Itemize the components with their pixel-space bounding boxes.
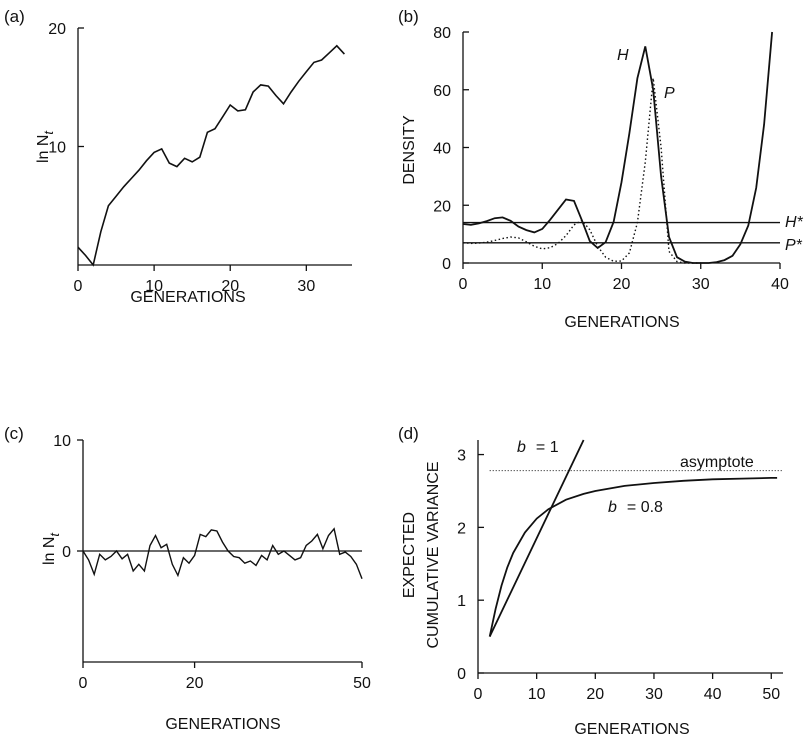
panel-c-xtick-label-2: 50 (353, 675, 371, 692)
panel-b-ytick-label-3: 60 (433, 83, 451, 100)
panel-d-ylabel-line2: CUMULATIVE VARIANCE (425, 462, 442, 649)
panel-c-xlabel: GENERATIONS (165, 716, 280, 733)
panel-a-axes (77, 28, 352, 266)
panel-b-series-H (462, 31, 773, 264)
panel-b-annotation-P: P (664, 85, 675, 102)
panel-b-ytick-label-0: 0 (442, 256, 451, 273)
panel-a-label: (a) (4, 7, 25, 26)
panel-d-label-asymptote: asymptote (680, 454, 754, 471)
panel-c-xtick-label-1: 20 (186, 675, 204, 692)
panel-c-ylabel: ln Nt (41, 532, 62, 565)
panel-b-ylabel: DENSITY (401, 115, 418, 185)
panel-b-xtick-label-1: 10 (533, 276, 551, 293)
panel-c-label: (c) (4, 424, 24, 443)
panel-a: (a) 0 10 20 30 10 20 GENERATIONS ln Nt (4, 7, 352, 306)
panel-d-xtick-label-5: 50 (762, 686, 780, 703)
panel-d-xtick-label-4: 40 (704, 686, 722, 703)
panel-d-ytick-label-2: 2 (457, 520, 466, 537)
panel-a-xlabel: GENERATIONS (130, 289, 245, 306)
panel-a-ytick-label-1: 20 (48, 21, 66, 38)
panel-a-ytick-label-0: 10 (48, 140, 66, 157)
panel-b-series-P (462, 78, 701, 264)
panel-c-series-line (82, 527, 363, 580)
panel-b-ytick-label-2: 40 (433, 141, 451, 158)
panel-b-annotation-H: H (617, 47, 629, 64)
panel-b-xtick-label-2: 20 (613, 276, 631, 293)
panel-c-ytick-label-1: 10 (53, 433, 71, 450)
panel-d-ylabel-line1: EXPECTED (401, 512, 418, 598)
panel-d-axes (477, 440, 783, 674)
panel-b-xtick-label-3: 30 (692, 276, 710, 293)
panel-b-xtick-label-0: 0 (459, 276, 468, 293)
panel-b-label: (b) (398, 7, 419, 26)
panel-b-axes (462, 32, 780, 264)
panel-b-ytick-label-1: 20 (433, 198, 451, 215)
panel-d-series-b1 (488, 439, 585, 637)
panel-d-label: (d) (398, 424, 419, 443)
panel-b-xlabel: GENERATIONS (564, 314, 679, 331)
panel-d-label-b08: b = 0.8 (608, 499, 663, 516)
panel-c-ytick-label-0: 0 (62, 544, 71, 561)
panel-a-xtick-label-0: 0 (74, 278, 83, 295)
panel-a-xtick-label-2: 20 (221, 278, 239, 295)
panel-b: (b) 0 10 20 30 40 0 20 40 60 80 GENERATIONS DENSI… (398, 7, 804, 331)
panel-a-series-line (77, 44, 345, 267)
panel-a-ylabel: ln Nt (35, 130, 56, 163)
panel-d-series-b08 (488, 477, 778, 637)
panel-d-xtick-label-0: 0 (474, 686, 483, 703)
panel-a-xtick-label-3: 30 (297, 278, 315, 295)
panel-b-ytick-label-4: 80 (433, 25, 451, 42)
panel-d-xlabel: GENERATIONS (574, 721, 689, 738)
panel-d-xtick-label-3: 30 (645, 686, 663, 703)
panel-d-ytick-label-0: 0 (457, 666, 466, 683)
panel-d-xtick-label-1: 10 (528, 686, 546, 703)
panel-b-annotation-Pstar: P* (785, 237, 803, 254)
panel-b-annotation-Hstar: H* (785, 214, 804, 231)
panel-d: (d) 0 10 20 30 40 50 0 1 2 3 GENERATIONS EXPECTED… (398, 424, 783, 738)
panel-d-label-b1: b = 1 (517, 439, 559, 456)
panel-c-xtick-label-0: 0 (79, 675, 88, 692)
panel-c: (c) 0 20 50 0 10 GENERATIONS ln Nt (4, 424, 371, 733)
panel-d-xtick-label-2: 20 (586, 686, 604, 703)
panel-d-ytick-label-3: 3 (457, 448, 466, 465)
panel-a-xtick-label-1: 10 (145, 278, 163, 295)
panel-b-xtick-label-4: 40 (771, 276, 789, 293)
panel-d-ytick-label-1: 1 (457, 593, 466, 610)
